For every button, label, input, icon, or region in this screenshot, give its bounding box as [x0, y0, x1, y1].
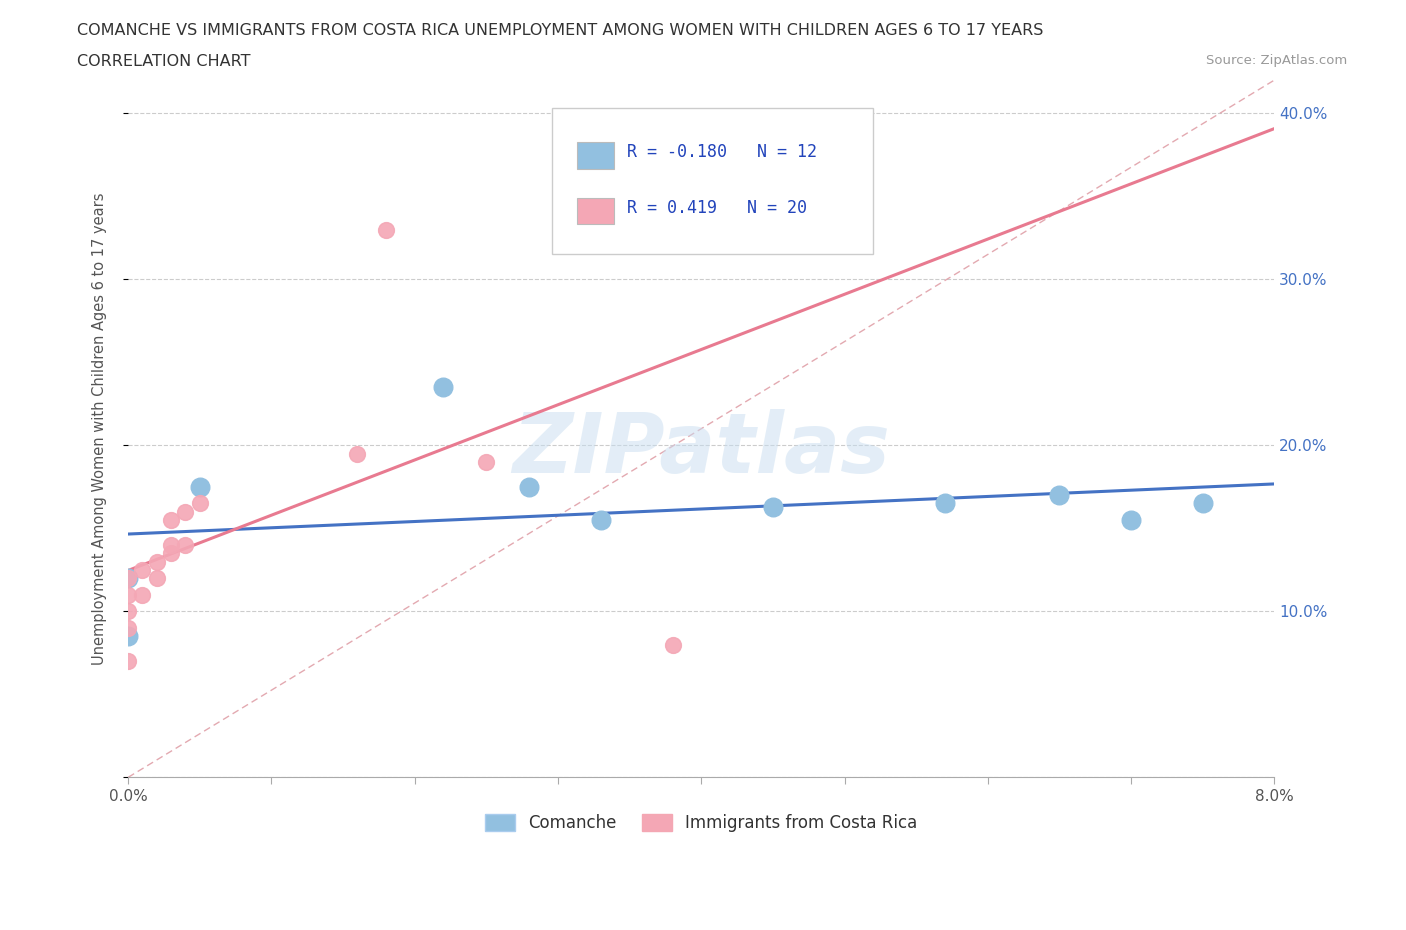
Point [160, 512, 183, 527]
Point [160, 546, 183, 561]
FancyBboxPatch shape [553, 108, 873, 255]
Point [762, 499, 785, 514]
Point [146, 571, 169, 586]
Text: ZIPatlas: ZIPatlas [512, 409, 890, 490]
Point [346, 446, 368, 461]
Text: CORRELATION CHART: CORRELATION CHART [77, 54, 250, 69]
Point [117, 571, 139, 586]
Point [131, 587, 153, 602]
Point [117, 604, 139, 618]
Point [375, 222, 398, 237]
Point [146, 554, 169, 569]
Point [934, 496, 956, 511]
Point [188, 496, 211, 511]
FancyBboxPatch shape [578, 142, 614, 168]
Point [174, 538, 197, 552]
Point [517, 479, 540, 494]
Point [117, 629, 139, 644]
Legend: Comanche, Immigrants from Costa Rica: Comanche, Immigrants from Costa Rica [478, 807, 924, 839]
Point [589, 512, 612, 527]
Point [160, 538, 183, 552]
Point [117, 587, 139, 602]
Text: Source: ZipAtlas.com: Source: ZipAtlas.com [1206, 54, 1347, 67]
Point [131, 563, 153, 578]
Point [1191, 496, 1213, 511]
Point [475, 455, 498, 470]
Text: R = -0.180   N = 12: R = -0.180 N = 12 [627, 143, 817, 161]
Point [174, 504, 197, 519]
Point [188, 479, 211, 494]
Point [117, 620, 139, 635]
Point [117, 571, 139, 586]
Text: COMANCHE VS IMMIGRANTS FROM COSTA RICA UNEMPLOYMENT AMONG WOMEN WITH CHILDREN AG: COMANCHE VS IMMIGRANTS FROM COSTA RICA U… [77, 23, 1043, 38]
Point [432, 379, 454, 394]
Point [661, 637, 683, 652]
Point [117, 654, 139, 669]
Point [575, 189, 598, 204]
Y-axis label: Unemployment Among Women with Children Ages 6 to 17 years: Unemployment Among Women with Children A… [93, 193, 107, 665]
FancyBboxPatch shape [578, 198, 614, 224]
Point [1119, 512, 1142, 527]
Point [1049, 487, 1071, 502]
Text: R = 0.419   N = 20: R = 0.419 N = 20 [627, 199, 807, 217]
